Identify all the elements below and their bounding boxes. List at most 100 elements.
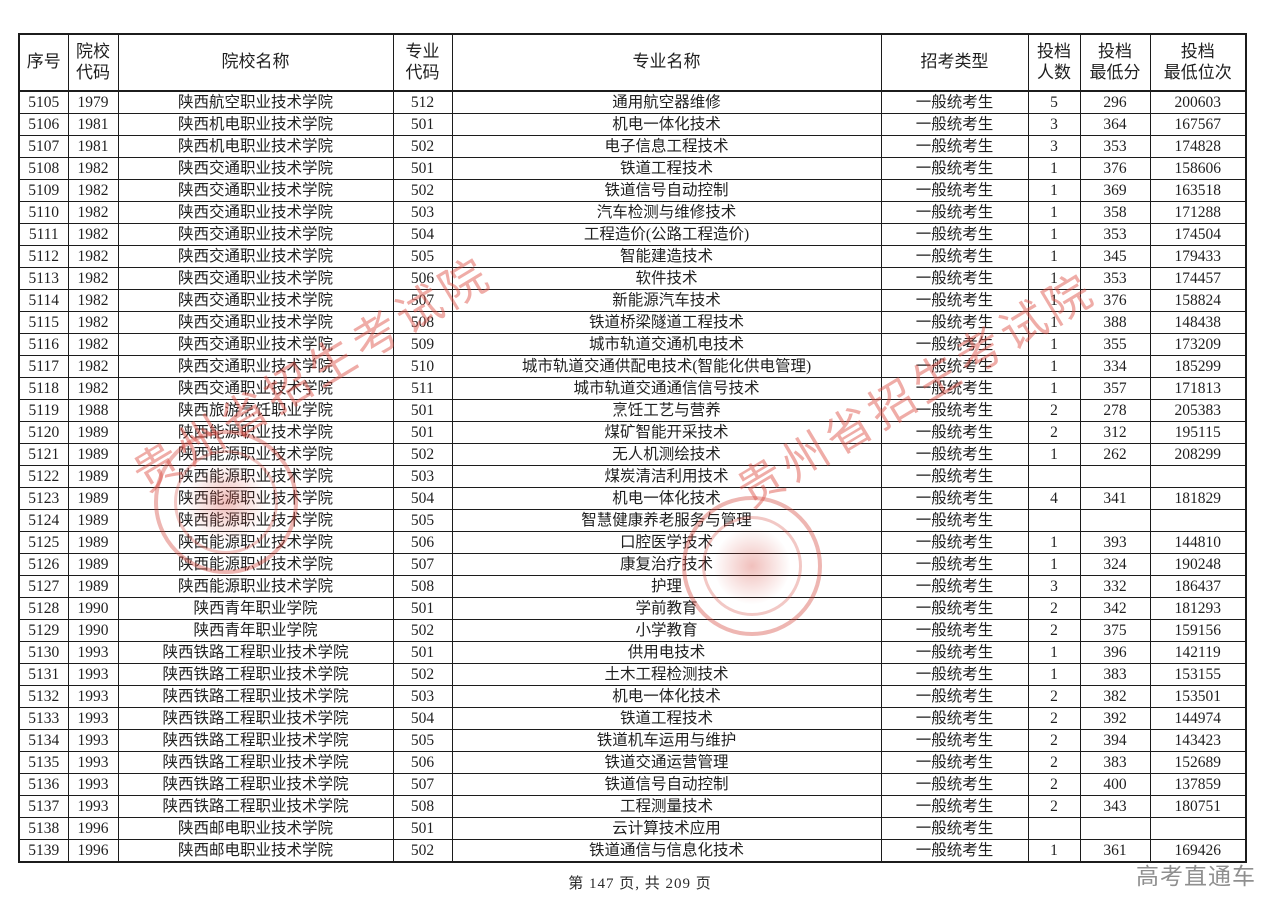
- cell-college-name: 陕西铁路工程职业技术学院: [117, 795, 394, 818]
- cell-seq: 5114: [18, 289, 69, 312]
- table-row: 5112 1982 陕西交通职业技术学院 505 智能建造技术 一般统考生 1 345 1794…: [18, 245, 1247, 268]
- cell-college-name: 陕西交通职业技术学院: [117, 289, 394, 312]
- cell-admit-count: 1: [1027, 245, 1081, 268]
- cell-college-name: 陕西交通职业技术学院: [117, 179, 394, 202]
- cell-major-name: 机电一体化技术: [451, 685, 882, 708]
- cell-exam-type: 一般统考生: [880, 223, 1029, 246]
- cell-seq: 5130: [18, 641, 69, 664]
- cell-admit-count: 1: [1027, 201, 1081, 224]
- cell-major-code: 509: [392, 333, 453, 356]
- cell-major-name: 新能源汽车技术: [451, 289, 882, 312]
- cell-admit-count: 2: [1027, 751, 1081, 774]
- cell-college-code: 1981: [67, 113, 119, 136]
- cell-exam-type: 一般统考生: [880, 641, 1029, 664]
- cell-seq: 5133: [18, 707, 69, 730]
- cell-college-name: 陕西能源职业技术学院: [117, 531, 394, 554]
- cell-college-name: 陕西能源职业技术学院: [117, 443, 394, 466]
- cell-min-rank: 190248: [1149, 553, 1247, 576]
- cell-major-code: 501: [392, 399, 453, 422]
- cell-min-rank: [1149, 817, 1247, 840]
- cell-major-code: 506: [392, 531, 453, 554]
- cell-min-score: 353: [1079, 135, 1151, 158]
- cell-admit-count: 1: [1027, 267, 1081, 290]
- cell-major-code: 502: [392, 663, 453, 686]
- cell-exam-type: 一般统考生: [880, 267, 1029, 290]
- cell-major-code: 502: [392, 135, 453, 158]
- cell-exam-type: 一般统考生: [880, 157, 1029, 180]
- cell-exam-type: 一般统考生: [880, 729, 1029, 752]
- cell-college-code: 1989: [67, 443, 119, 466]
- cell-major-code: 506: [392, 267, 453, 290]
- cell-college-code: 1996: [67, 839, 119, 863]
- cell-seq: 5113: [18, 267, 69, 290]
- cell-seq: 5137: [18, 795, 69, 818]
- cell-major-code: 503: [392, 201, 453, 224]
- table-row: 5117 1982 陕西交通职业技术学院 510 城市轨道交通供配电技术(智能化供电管理…: [18, 355, 1247, 378]
- cell-admit-count: 1: [1027, 311, 1081, 334]
- cell-admit-count: 4: [1027, 487, 1081, 510]
- cell-min-score: 357: [1079, 377, 1151, 400]
- cell-min-rank: 158824: [1149, 289, 1247, 312]
- cell-admit-count: [1027, 465, 1081, 488]
- cell-major-name: 城市轨道交通供配电技术(智能化供电管理): [451, 355, 882, 378]
- cell-min-score: 262: [1079, 443, 1151, 466]
- cell-seq: 5120: [18, 421, 69, 444]
- cell-major-code: 503: [392, 685, 453, 708]
- cell-seq: 5135: [18, 751, 69, 774]
- cell-admit-count: 1: [1027, 839, 1081, 863]
- cell-seq: 5121: [18, 443, 69, 466]
- cell-min-rank: 142119: [1149, 641, 1247, 664]
- cell-college-code: 1982: [67, 289, 119, 312]
- cell-min-score: 369: [1079, 179, 1151, 202]
- cell-college-name: 陕西交通职业技术学院: [117, 355, 394, 378]
- cell-min-rank: 186437: [1149, 575, 1247, 598]
- column-header-min-rank: 投档 最低位次: [1149, 33, 1247, 92]
- table-row: 5133 1993 陕西铁路工程职业技术学院 504 铁道工程技术 一般统考生 2 392 14…: [18, 707, 1247, 730]
- cell-college-code: 1982: [67, 245, 119, 268]
- cell-major-code: 508: [392, 311, 453, 334]
- cell-major-code: 505: [392, 245, 453, 268]
- table-row: 5116 1982 陕西交通职业技术学院 509 城市轨道交通机电技术 一般统考生 1 355…: [18, 333, 1247, 356]
- cell-major-name: 云计算技术应用: [451, 817, 882, 840]
- cell-admit-count: 2: [1027, 597, 1081, 620]
- table-row: 5105 1979 陕西航空职业技术学院 512 通用航空器维修 一般统考生 5 296 200…: [18, 90, 1247, 114]
- cell-college-code: 1993: [67, 773, 119, 796]
- cell-min-score: 278: [1079, 399, 1151, 422]
- cell-college-code: 1989: [67, 509, 119, 532]
- cell-major-code: 507: [392, 773, 453, 796]
- cell-major-name: 机电一体化技术: [451, 113, 882, 136]
- cell-min-rank: 174457: [1149, 267, 1247, 290]
- cell-major-name: 智慧健康养老服务与管理: [451, 509, 882, 532]
- cell-major-code: 511: [392, 377, 453, 400]
- column-header-college-code: 院校 代码: [67, 33, 119, 92]
- cell-college-code: 1993: [67, 751, 119, 774]
- cell-min-score: 393: [1079, 531, 1151, 554]
- cell-exam-type: 一般统考生: [880, 245, 1029, 268]
- cell-seq: 5116: [18, 333, 69, 356]
- cell-college-code: 1982: [67, 223, 119, 246]
- cell-seq: 5119: [18, 399, 69, 422]
- cell-seq: 5134: [18, 729, 69, 752]
- cell-min-rank: 200603: [1149, 90, 1247, 114]
- table-row: 5124 1989 陕西能源职业技术学院 505 智慧健康养老服务与管理 一般统考生: [18, 509, 1247, 532]
- cell-college-name: 陕西铁路工程职业技术学院: [117, 685, 394, 708]
- cell-major-code: 501: [392, 817, 453, 840]
- cell-college-name: 陕西航空职业技术学院: [117, 90, 394, 114]
- cell-major-name: 供用电技术: [451, 641, 882, 664]
- cell-min-score: 343: [1079, 795, 1151, 818]
- cell-exam-type: 一般统考生: [880, 421, 1029, 444]
- cell-admit-count: 3: [1027, 575, 1081, 598]
- cell-min-score: 388: [1079, 311, 1151, 334]
- cell-min-rank: 144810: [1149, 531, 1247, 554]
- cell-exam-type: 一般统考生: [880, 795, 1029, 818]
- cell-college-name: 陕西能源职业技术学院: [117, 487, 394, 510]
- cell-college-code: 1982: [67, 377, 119, 400]
- cell-college-name: 陕西旅游烹饪职业学院: [117, 399, 394, 422]
- cell-admit-count: 2: [1027, 399, 1081, 422]
- cell-min-rank: 171288: [1149, 201, 1247, 224]
- table-row: 5129 1990 陕西青年职业学院 502 小学教育 一般统考生 2 375 159156: [18, 619, 1247, 642]
- cell-major-code: 502: [392, 619, 453, 642]
- cell-college-name: 陕西能源职业技术学院: [117, 575, 394, 598]
- table-row: 5121 1989 陕西能源职业技术学院 502 无人机测绘技术 一般统考生 1 262 208…: [18, 443, 1247, 466]
- cell-admit-count: 5: [1027, 90, 1081, 114]
